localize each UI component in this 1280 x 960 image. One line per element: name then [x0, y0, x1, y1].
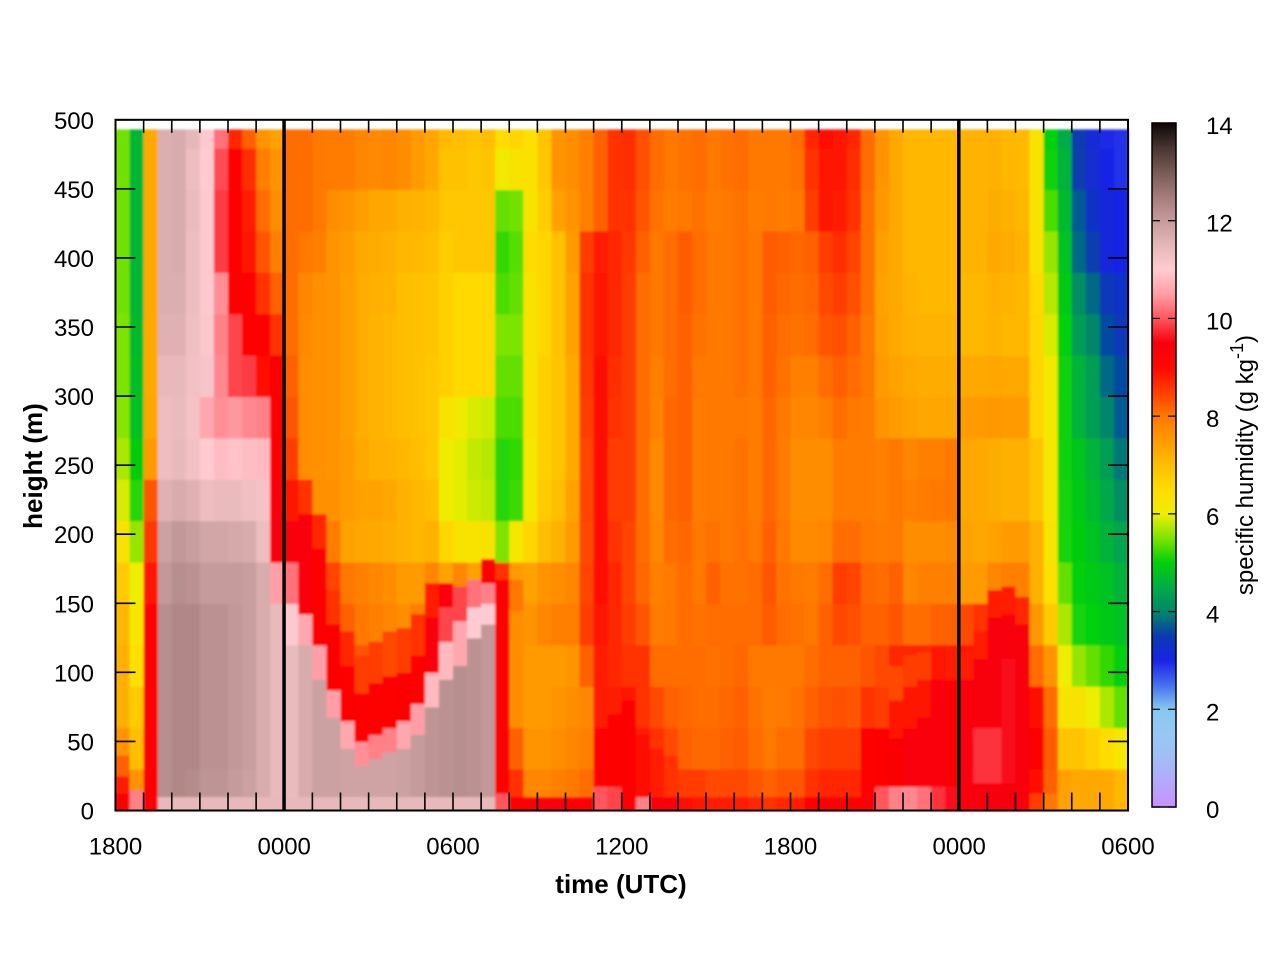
svg-text:0600: 0600 — [1101, 834, 1154, 861]
svg-text:6: 6 — [1206, 504, 1219, 531]
svg-text:400: 400 — [54, 246, 94, 273]
svg-text:14: 14 — [1206, 113, 1233, 140]
svg-text:2: 2 — [1206, 699, 1219, 726]
svg-text:300: 300 — [54, 384, 94, 411]
svg-text:0: 0 — [1206, 797, 1219, 824]
svg-text:200: 200 — [54, 522, 94, 549]
svg-text:12: 12 — [1206, 211, 1233, 238]
svg-text:1800: 1800 — [764, 834, 817, 861]
svg-text:150: 150 — [54, 591, 94, 618]
svg-text:250: 250 — [54, 453, 94, 480]
svg-text:4: 4 — [1206, 602, 1219, 629]
svg-text:1800: 1800 — [89, 834, 142, 861]
svg-text:0: 0 — [81, 799, 94, 826]
svg-text:10: 10 — [1206, 308, 1233, 335]
svg-text:time (UTC): time (UTC) — [555, 869, 686, 899]
svg-text:0000: 0000 — [258, 834, 311, 861]
svg-text:350: 350 — [54, 315, 94, 342]
svg-text:500: 500 — [54, 108, 94, 135]
svg-text:height (m): height (m) — [18, 403, 48, 529]
svg-text:1200: 1200 — [595, 834, 648, 861]
svg-text:50: 50 — [67, 729, 94, 756]
svg-text:0600: 0600 — [426, 834, 479, 861]
svg-text:specific humidity (g kg-1): specific humidity (g kg-1) — [1227, 335, 1259, 595]
svg-text:8: 8 — [1206, 406, 1219, 433]
svg-text:100: 100 — [54, 660, 94, 687]
svg-text:0000: 0000 — [933, 834, 986, 861]
svg-text:450: 450 — [54, 177, 94, 204]
